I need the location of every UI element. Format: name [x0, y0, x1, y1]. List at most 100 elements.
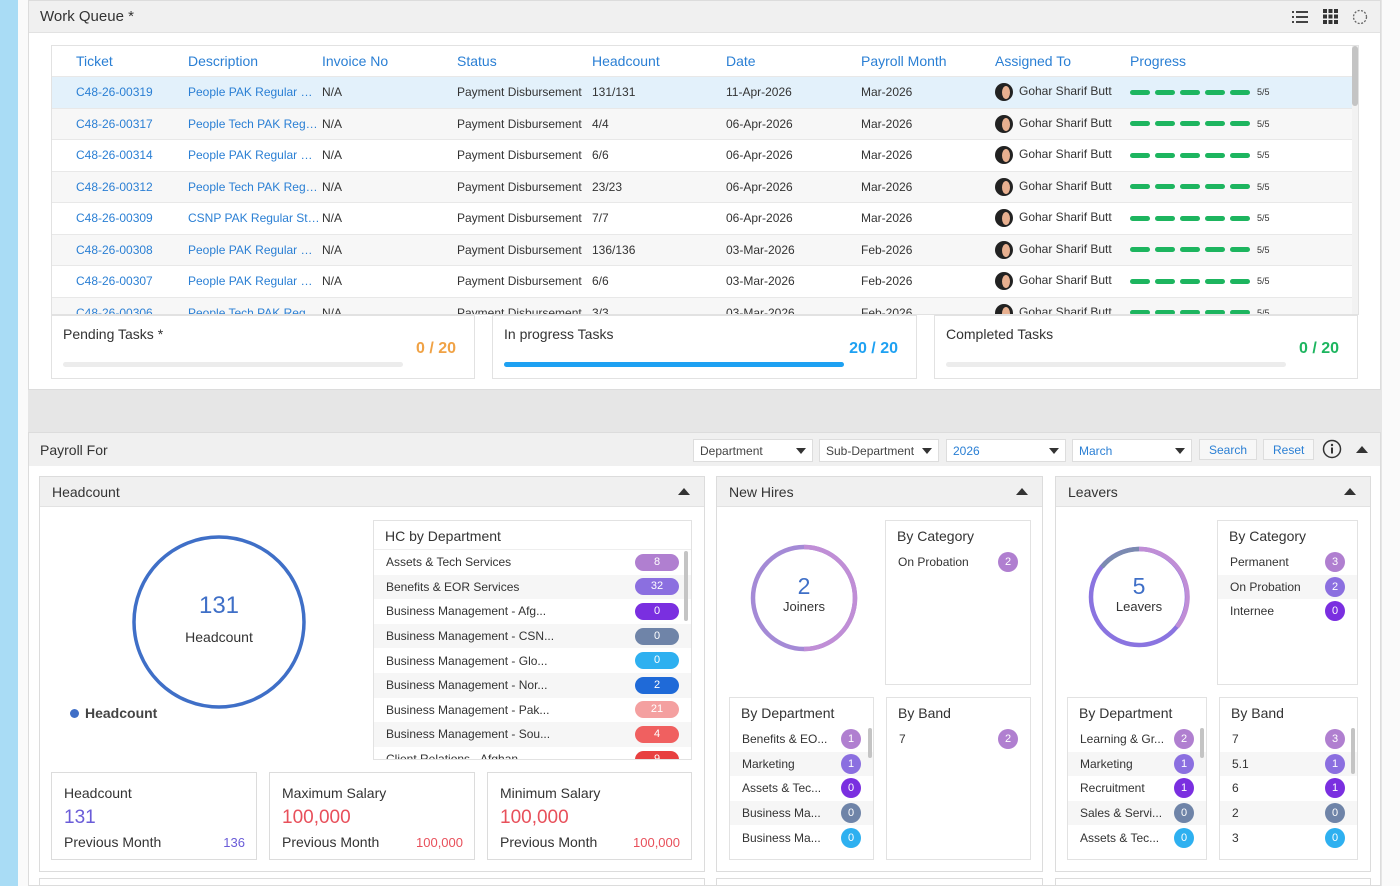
lv-by-category-title: By Category — [1229, 528, 1307, 544]
ticket-link[interactable]: C48-26-00319 — [76, 85, 153, 100]
list-item: Internee 0 — [1218, 599, 1357, 624]
list-scrollbar[interactable] — [1351, 728, 1355, 774]
headcount-cell: 6/6 — [592, 148, 609, 163]
search-button[interactable]: Search — [1199, 439, 1258, 460]
column-header-progress[interactable]: Progress — [1130, 53, 1187, 69]
table-row[interactable]: C48-26-00308 People PAK Regular St... N/A P… — [52, 234, 1358, 266]
department-select[interactable]: Department — [693, 439, 813, 462]
progress-segment — [1205, 89, 1225, 95]
progress-segment — [1155, 121, 1175, 127]
count-badge: 0 — [841, 778, 861, 799]
list-item: Recruitment 1 — [1068, 776, 1206, 801]
column-header-ticket[interactable]: Ticket — [76, 53, 113, 69]
count-badge: 0 — [1174, 803, 1194, 824]
collapse-icon[interactable] — [1344, 488, 1356, 495]
list-item-label: 5.1 — [1232, 756, 1249, 771]
year-select[interactable]: 2026 — [946, 439, 1066, 462]
ticket-link[interactable]: C48-26-00306 — [76, 305, 153, 315]
grid-view-icon[interactable] — [1321, 8, 1339, 26]
list-item: Marketing 1 — [1068, 751, 1206, 777]
count-badge: 0 — [1325, 827, 1345, 848]
description-link[interactable]: People PAK Regular St... — [188, 148, 320, 163]
month-select-value: March — [1079, 444, 1113, 458]
hc-by-department-title: HC by Department — [374, 521, 691, 550]
description-link[interactable]: People PAK Regular St... — [188, 242, 320, 257]
count-badge: 1 — [1174, 753, 1194, 774]
column-header-headcount[interactable]: Headcount — [592, 53, 660, 69]
list-scrollbar[interactable] — [868, 728, 872, 758]
description-link[interactable]: People Tech PAK Regu... — [188, 179, 320, 194]
reset-button[interactable]: Reset — [1263, 439, 1315, 460]
ticket-link[interactable]: C48-26-00314 — [76, 148, 153, 163]
count-badge: 0 — [1325, 601, 1345, 622]
collapse-icon[interactable] — [678, 488, 690, 495]
list-item-label: Business Management - Nor... — [386, 678, 548, 693]
list-scrollbar[interactable] — [1200, 728, 1204, 758]
date-cell: 06-Apr-2026 — [726, 179, 793, 194]
list-view-icon[interactable] — [1291, 8, 1309, 26]
column-header-assigned-to[interactable]: Assigned To — [995, 53, 1072, 69]
column-header-description[interactable]: Description — [188, 53, 259, 69]
collapse-icon[interactable] — [1356, 446, 1368, 453]
headcount-donut-value: 131 — [198, 592, 240, 619]
month-select[interactable]: March — [1072, 439, 1192, 462]
description-link[interactable]: CSNP PAK Regular Sta... — [188, 211, 320, 226]
ticket-link[interactable]: C48-26-00312 — [76, 179, 153, 194]
column-header-status[interactable]: Status — [457, 53, 497, 69]
description-link[interactable]: People Tech PAK Regu... — [188, 116, 320, 131]
status-cell: Payment Disbursement — [457, 211, 582, 226]
progress-segment — [1130, 310, 1150, 314]
table-row[interactable]: C48-26-00312 People Tech PAK Regu... N/A Pa… — [52, 171, 1358, 203]
metric-previous-label: Previous Month — [64, 834, 162, 850]
description-link[interactable]: People PAK Regular St... — [188, 85, 320, 100]
legend-dot — [70, 708, 79, 718]
invoice-cell: N/A — [322, 85, 343, 100]
progress-cell: 5/5 — [1128, 308, 1308, 314]
collapse-icon[interactable] — [1016, 488, 1028, 495]
ticket-link[interactable]: C48-26-00309 — [76, 211, 153, 226]
nh-by-category-title: By Category — [897, 528, 975, 544]
table-row[interactable]: C48-26-00309 CSNP PAK Regular Sta... N/A Pa… — [52, 203, 1358, 235]
count-badge: 2 — [635, 676, 679, 694]
refresh-icon[interactable] — [1351, 8, 1369, 26]
headcount-legend-label: Headcount — [85, 705, 158, 721]
table-row[interactable]: C48-26-00319 People PAK Regular St... N/A P… — [52, 77, 1358, 109]
hc-by-department-list: Assets & Tech Services 8 Benefits & EOR Se… — [374, 550, 691, 759]
column-header-date[interactable]: Date — [726, 53, 756, 69]
description-link[interactable]: People PAK Regular St... — [188, 274, 320, 289]
list-item: Assets & Tec... 0 — [1068, 825, 1206, 850]
column-header-payroll-month[interactable]: Payroll Month — [861, 53, 947, 69]
progress-segment — [1205, 152, 1225, 158]
list-item-label: Business Ma... — [742, 830, 821, 845]
headcount-cell: 7/7 — [592, 211, 609, 226]
department-select-value: Department — [700, 444, 763, 458]
info-icon[interactable] — [1322, 439, 1342, 462]
progress-segment — [1180, 215, 1200, 221]
ticket-link[interactable]: C48-26-00307 — [76, 274, 153, 289]
ticket-link[interactable]: C48-26-00317 — [76, 116, 153, 131]
list-item-label: 2 — [1232, 806, 1239, 821]
sub-department-select[interactable]: Sub-Department — [819, 439, 939, 462]
description-link[interactable]: People Tech PAK Regu... — [188, 305, 320, 315]
list-item: Assets & Tech Services 8 — [374, 550, 691, 575]
table-row[interactable]: C48-26-00317 People Tech PAK Regu... N/A Pa… — [52, 108, 1358, 140]
table-row[interactable]: C48-26-00307 People PAK Regular St... N/A P… — [52, 266, 1358, 298]
list-scrollbar[interactable] — [684, 551, 688, 621]
inprogress-tasks-card: In progress Tasks 20 / 20 — [492, 315, 917, 379]
metric-title: Minimum Salary — [500, 785, 601, 801]
progress-segment — [1155, 278, 1175, 284]
list-item-label: Benefits & EOR Services — [386, 579, 520, 594]
ticket-link[interactable]: C48-26-00308 — [76, 242, 153, 257]
progress-segment — [1155, 184, 1175, 190]
invoice-cell: N/A — [322, 116, 343, 131]
table-scrollbar[interactable] — [1352, 46, 1358, 314]
table-row[interactable]: C48-26-00306 People Tech PAK Regu... N/A Pa… — [52, 297, 1358, 315]
assigned-to-cell: Gohar Sharif Butt — [993, 240, 1127, 259]
column-header-invoice[interactable]: Invoice No — [322, 53, 389, 69]
metric-previous-value: 136 — [223, 835, 245, 850]
table-row[interactable]: C48-26-00314 People PAK Regular St... N/A P… — [52, 140, 1358, 172]
left-gutter — [18, 0, 28, 886]
list-item-label: Business Management - Afg... — [386, 604, 547, 619]
